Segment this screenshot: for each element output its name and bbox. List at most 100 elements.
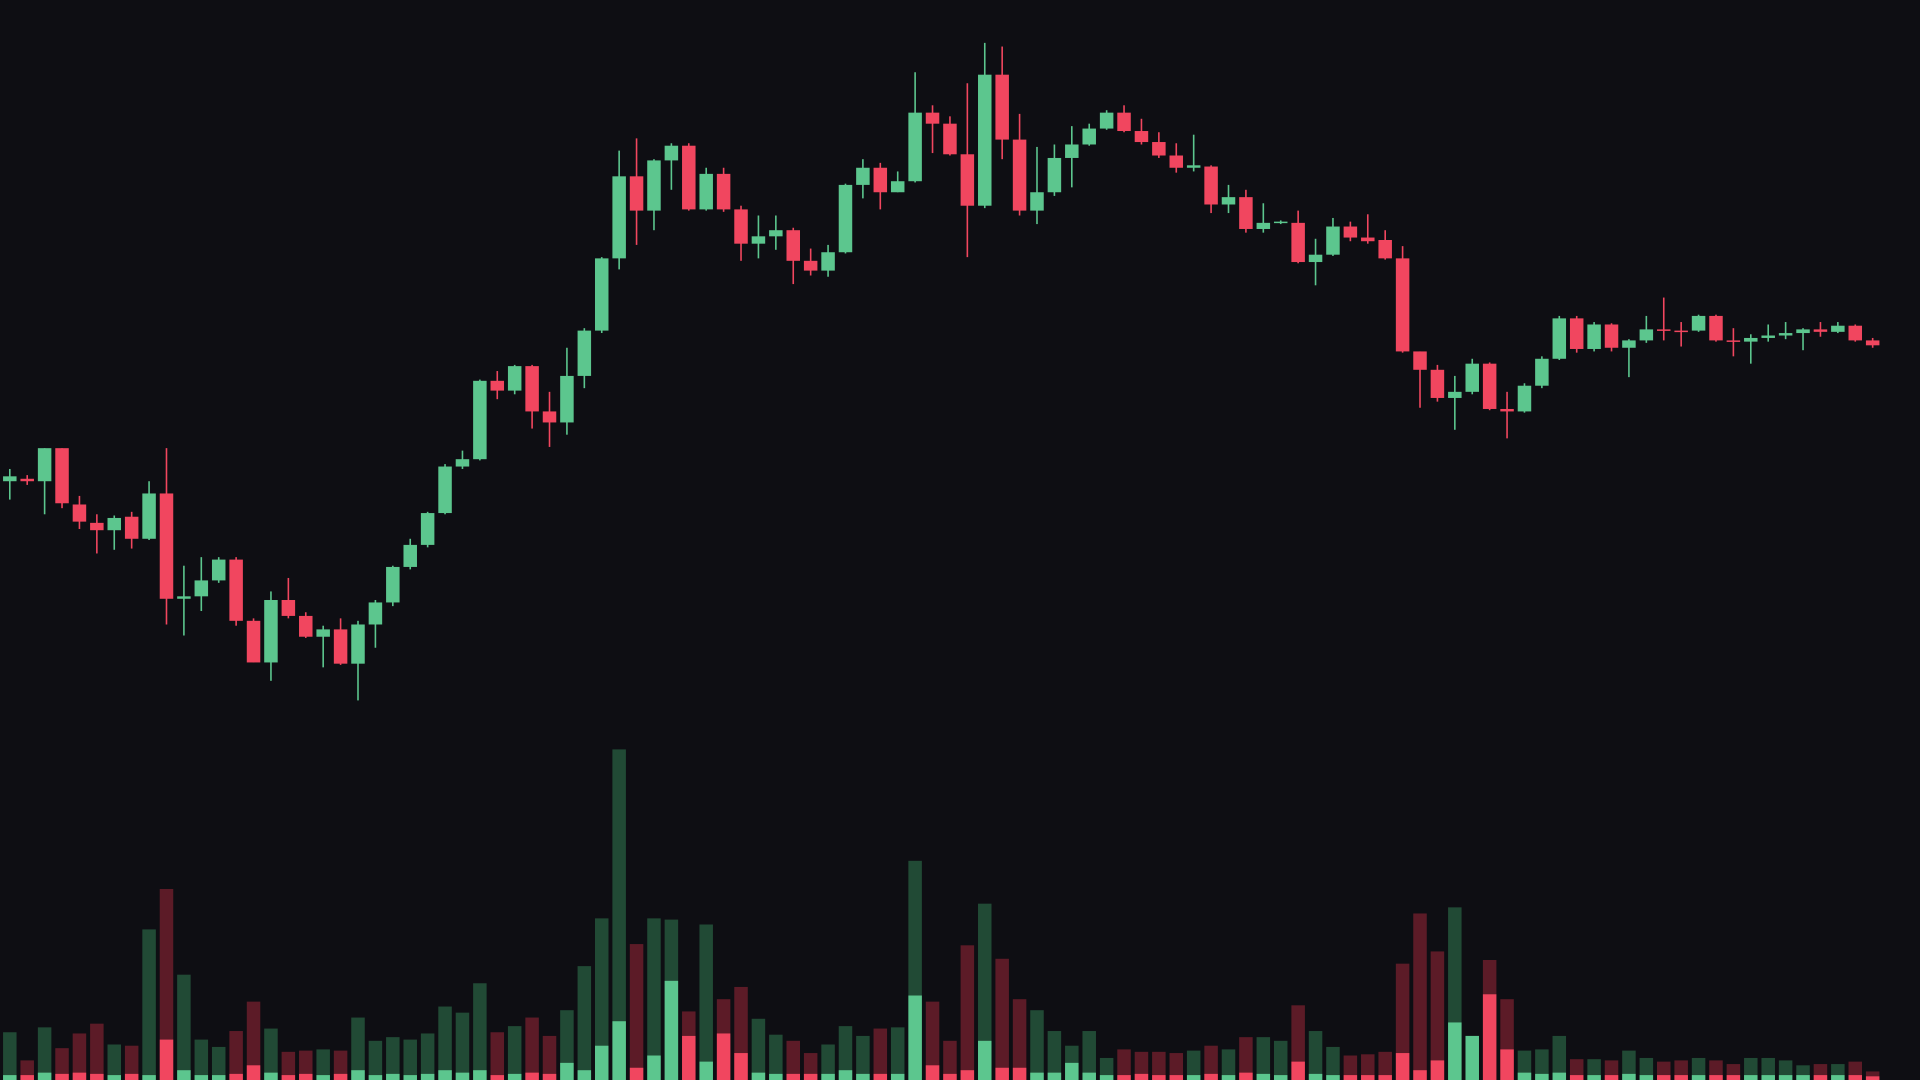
volume-bar [1865, 1071, 1880, 1080]
volume-detail-bar [1065, 1062, 1079, 1080]
volume-bar [1761, 1057, 1775, 1080]
volume-bar [246, 1001, 261, 1080]
candle-body [856, 167, 870, 185]
volume-bar [925, 1001, 940, 1080]
volume-bar [1413, 913, 1427, 1080]
candle-body [1482, 363, 1497, 409]
volume-detail-bar [490, 1075, 505, 1080]
candle-body [995, 74, 1009, 140]
candle-body [90, 522, 104, 531]
volume-detail-bar [943, 1073, 957, 1080]
candle-body [594, 258, 609, 331]
volume-detail-bar [1778, 1075, 1793, 1080]
volume-detail-bar [1587, 1075, 1601, 1080]
candle-body [107, 517, 122, 531]
volume-bar [943, 1040, 957, 1080]
volume-detail-bar [1117, 1075, 1131, 1080]
volume-detail-bar [612, 1021, 626, 1080]
candle-body [560, 375, 574, 423]
volume-detail-bar [856, 1073, 870, 1080]
volume-detail-bar [177, 1070, 191, 1080]
volume-bar [751, 1018, 766, 1080]
candle-body [1569, 318, 1584, 349]
volume-bar [1204, 1045, 1218, 1080]
volume-bar [612, 749, 626, 1080]
volume-detail-bar [577, 1070, 592, 1080]
volume-detail-bar [1500, 1049, 1514, 1080]
volume-detail-bar [1691, 1075, 1706, 1080]
candle-body [1273, 221, 1288, 224]
volume-bar [1326, 1046, 1340, 1080]
candle-body [1657, 329, 1671, 331]
volume-detail-bar [1517, 1072, 1532, 1080]
volume-bar [403, 1039, 417, 1080]
candle-body [438, 466, 452, 514]
candle-body [664, 145, 679, 161]
volume-detail-bar [1657, 1075, 1671, 1080]
volume-detail-bar [351, 1070, 365, 1080]
volume-detail-bar [838, 1070, 853, 1080]
volume-detail-bar [1622, 1073, 1636, 1080]
candle-body [1622, 340, 1636, 348]
candle-body [1465, 363, 1479, 392]
volume-bar [873, 1028, 888, 1080]
volume-bar [1012, 999, 1027, 1080]
volume-detail-bar [90, 1073, 104, 1080]
volume-detail-bar [55, 1073, 69, 1080]
candle-body [1761, 335, 1775, 338]
volume-detail-bar [1465, 1035, 1479, 1080]
candle-body [838, 184, 853, 253]
volume-detail-bar [420, 1073, 435, 1080]
volume-detail-bar [299, 1073, 313, 1080]
candle-body [1796, 329, 1810, 334]
volume-bar [351, 1017, 365, 1080]
volume-detail-bar [1448, 1022, 1462, 1080]
volume-bar [821, 1044, 835, 1080]
candle-body [1239, 197, 1253, 229]
candle-body [473, 380, 487, 460]
volume-detail-bar [1186, 1075, 1201, 1080]
candle-body [351, 624, 365, 664]
volume-bar [455, 1012, 470, 1080]
volume-bar [1691, 1057, 1706, 1080]
volume-detail-bar [264, 1072, 278, 1080]
volume-detail-bar [664, 980, 679, 1080]
candle-body [1831, 325, 1845, 332]
volume-detail-bar [769, 1073, 783, 1080]
volume-detail-bar [821, 1073, 835, 1080]
volume-bar [1239, 1037, 1253, 1080]
volume-detail-bar [1012, 1067, 1027, 1080]
volume-detail-bar [525, 1072, 539, 1080]
volume-bar [211, 1046, 226, 1080]
volume-detail-bar [229, 1073, 243, 1080]
candle-body [1813, 329, 1828, 332]
candle-body [1291, 222, 1305, 263]
volume-detail-bar [1395, 1053, 1410, 1080]
candle-body [803, 260, 818, 271]
volume-bar [1308, 1031, 1323, 1080]
volume-detail-bar [107, 1075, 122, 1080]
candle-body [786, 230, 800, 261]
volume-bar [1134, 1051, 1149, 1080]
volume-detail-bar [699, 1061, 713, 1080]
volume-detail-bar [1378, 1075, 1392, 1080]
candle-body [716, 173, 731, 210]
volume-bar [194, 1039, 209, 1080]
volume-detail-bar [908, 995, 922, 1080]
candle-body [873, 167, 888, 193]
volume-detail-bar [1744, 1075, 1758, 1080]
volume-detail-bar [1865, 1076, 1880, 1080]
volume-detail-bar [873, 1073, 888, 1080]
candle-body [246, 620, 261, 663]
candle-body [1552, 318, 1567, 359]
candle-body [194, 580, 209, 597]
candle-body [507, 366, 522, 391]
candle-body [1343, 226, 1358, 238]
volume-detail-bar [1047, 1072, 1062, 1080]
candle-body [769, 230, 783, 237]
volume-bar [978, 903, 992, 1080]
volume-bar [124, 1045, 139, 1080]
candle-body [1865, 340, 1880, 346]
volume-detail-bar [1326, 1075, 1340, 1080]
